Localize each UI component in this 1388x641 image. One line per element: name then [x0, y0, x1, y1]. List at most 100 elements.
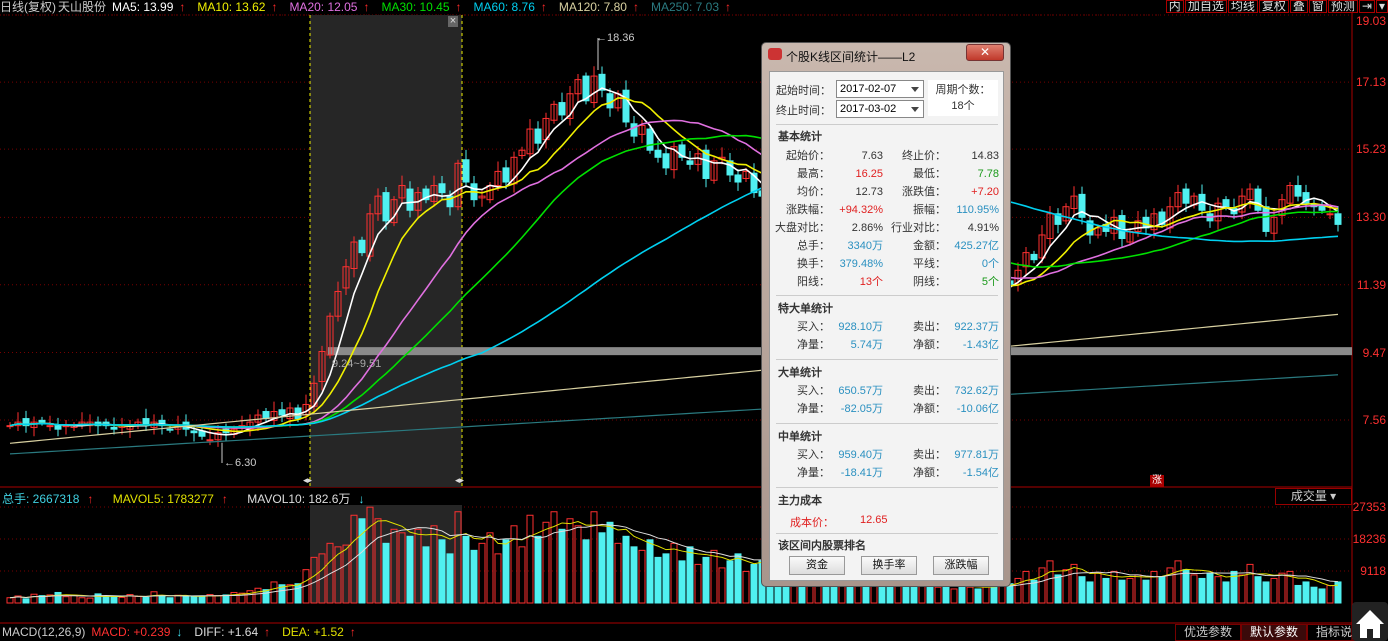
tab-default-params[interactable]: 默认参数 — [1241, 624, 1308, 641]
toolbar-button[interactable]: ⇥ — [1358, 0, 1375, 13]
toolbar-button[interactable]: ▾ — [1375, 0, 1388, 13]
candle-body — [734, 174, 742, 183]
volume-bar — [462, 535, 470, 604]
toolbar-button[interactable]: 复权 — [1258, 0, 1289, 13]
stat-value: 4.91% — [967, 222, 999, 234]
stat-value: 12.73 — [855, 186, 883, 198]
volume-bar — [1262, 581, 1270, 604]
tab-preferred-params[interactable]: 优选参数 — [1175, 624, 1242, 641]
volume-bar — [1158, 576, 1166, 604]
volume-bar — [110, 596, 118, 604]
volume-bar — [726, 560, 734, 604]
volume-bar — [750, 563, 758, 604]
volume-bar — [478, 542, 486, 604]
mavol10-line — [9, 523, 1339, 599]
end-date-select[interactable]: 2017-03-02 — [836, 100, 924, 118]
volume-bar — [278, 584, 286, 604]
indicator-dropdown[interactable]: 成交量 ▾ — [1275, 488, 1352, 505]
volume-bar — [1246, 563, 1254, 604]
volume-bar — [182, 596, 190, 604]
volume-bar — [1182, 569, 1190, 604]
selection-handle-icon: ◂▸ — [455, 475, 465, 485]
volume-bar — [166, 597, 174, 604]
candle-body — [1286, 185, 1294, 204]
volume-bar — [326, 542, 334, 604]
dropdown-arrow-icon — [911, 107, 919, 112]
selection-close-button[interactable]: × — [448, 15, 458, 27]
stat-label: 阴线： — [913, 276, 946, 288]
candle-body — [38, 419, 46, 423]
candle-body — [326, 315, 334, 356]
volume-bar — [62, 596, 70, 604]
start-date-select[interactable]: 2017-02-07 — [836, 80, 924, 98]
stat-label: 净量： — [797, 403, 830, 415]
volume-bar — [686, 546, 694, 604]
candle-body — [1182, 188, 1190, 204]
app-icon — [768, 48, 782, 60]
volume-bar — [1134, 574, 1142, 604]
up-arrow-icon: ↑ — [632, 0, 639, 14]
volume-bar — [254, 587, 262, 604]
volume-bar — [350, 514, 358, 604]
price-axis-label: 7.56 — [1362, 413, 1386, 427]
volume-bar — [622, 535, 630, 604]
volume-bar — [1166, 567, 1174, 604]
stat-value: 0个 — [981, 258, 999, 270]
stat-label: 终止价： — [902, 150, 946, 162]
candle-body — [1078, 193, 1086, 218]
volume-bar — [334, 546, 342, 604]
candle-body — [742, 170, 750, 179]
volume-bar — [662, 553, 670, 604]
volume-bar — [1230, 570, 1238, 604]
close-button[interactable]: ✕ — [966, 44, 1004, 61]
toolbar-button[interactable]: 均线 — [1227, 0, 1258, 13]
toolbar-button[interactable]: 叠 — [1289, 0, 1308, 13]
candle-body — [1118, 215, 1126, 240]
candle-body — [430, 185, 438, 202]
volume-bar — [742, 570, 750, 604]
candle-body — [262, 411, 270, 420]
volume-bar — [318, 553, 326, 604]
toolbar-button[interactable]: 内 — [1165, 0, 1184, 13]
candle-body — [366, 213, 374, 257]
rank-change-button[interactable]: 涨跌幅 — [933, 556, 989, 575]
ma250-line — [9, 374, 1339, 455]
volume-bar — [1278, 572, 1286, 604]
stat-value: -10.06亿 — [956, 403, 999, 415]
xl-order-title: 特大单统计 — [778, 303, 833, 315]
stat-value: -1.43亿 — [962, 339, 999, 351]
stat-label: 换手： — [797, 258, 830, 270]
stat-label: 最高： — [797, 168, 830, 180]
up-arrow-icon: ↑ — [540, 0, 547, 14]
ma-indicator: MA250: 7.03 ↑ — [650, 0, 731, 14]
rank-fund-button[interactable]: 资金 — [789, 556, 845, 575]
volume-bar — [198, 595, 206, 604]
stat-value: 977.81万 — [954, 449, 999, 461]
volume-bar — [118, 596, 126, 604]
rank-turnover-button[interactable]: 换手率 — [861, 556, 917, 575]
ma-indicator: MA10: 13.62 ↑ — [197, 0, 278, 14]
candle-body — [1262, 206, 1270, 232]
volume-bar — [1070, 563, 1078, 604]
home-button[interactable] — [1352, 602, 1388, 641]
volume-bar — [126, 594, 134, 604]
home-icon — [1356, 610, 1384, 638]
toolbar-button[interactable]: 窗 — [1308, 0, 1327, 13]
volume-bar — [1014, 577, 1022, 604]
ma-indicator: MA120: 7.80 ↑ — [558, 0, 639, 14]
candle-body — [1062, 206, 1070, 222]
volume-bar — [238, 592, 246, 604]
volume-bar — [1022, 570, 1030, 604]
stat-value: 650.57万 — [838, 385, 883, 397]
toolbar-button[interactable]: 加自选 — [1184, 0, 1227, 13]
price-axis-label: 17.13 — [1355, 75, 1386, 90]
volume-bar — [246, 590, 254, 604]
candle-body — [1302, 192, 1310, 204]
candle-body — [382, 192, 390, 222]
price-axis-label: 19.03 — [1355, 14, 1386, 28]
toolbar-button[interactable]: 预测 — [1327, 0, 1358, 13]
candle-body — [502, 167, 510, 183]
high-price-label: ←18.36 — [596, 32, 635, 44]
ma-indicator: MA5: 13.99 ↑ — [112, 0, 186, 14]
